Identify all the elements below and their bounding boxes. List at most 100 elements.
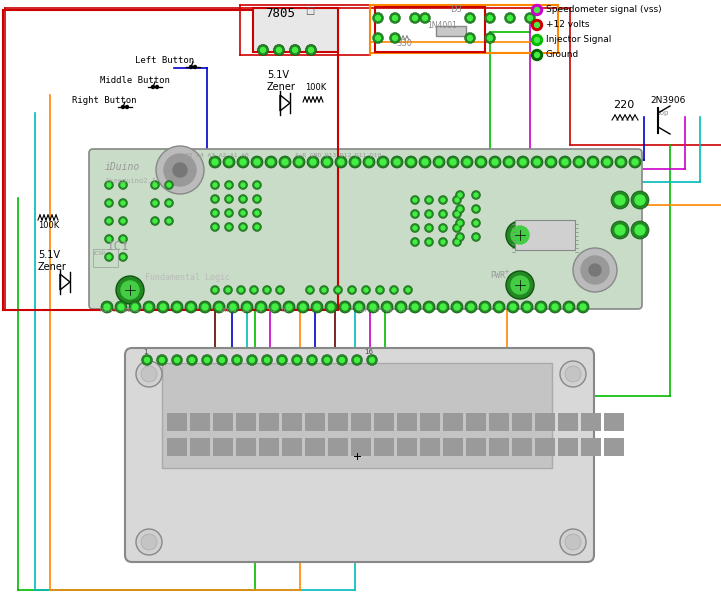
Circle shape <box>456 205 464 214</box>
Circle shape <box>258 304 264 310</box>
Circle shape <box>239 194 247 203</box>
Circle shape <box>455 212 459 216</box>
Circle shape <box>384 304 390 310</box>
Circle shape <box>534 22 539 28</box>
Bar <box>489 438 509 456</box>
Circle shape <box>413 240 417 244</box>
Circle shape <box>107 255 111 259</box>
Circle shape <box>482 304 488 310</box>
Circle shape <box>213 211 217 215</box>
Bar <box>213 438 233 456</box>
Circle shape <box>423 16 428 20</box>
Circle shape <box>199 301 211 313</box>
Circle shape <box>269 301 281 313</box>
Circle shape <box>164 199 174 208</box>
Text: Injector Signal: Injector Signal <box>546 35 611 44</box>
Circle shape <box>589 264 601 276</box>
Circle shape <box>219 358 224 362</box>
Circle shape <box>262 355 273 365</box>
Circle shape <box>503 156 515 168</box>
Text: Zener: Zener <box>267 82 296 92</box>
Circle shape <box>265 156 277 168</box>
Circle shape <box>224 223 234 232</box>
Text: 100K: 100K <box>38 221 59 230</box>
Circle shape <box>224 181 234 190</box>
Circle shape <box>223 156 235 168</box>
Circle shape <box>239 181 247 190</box>
Circle shape <box>410 196 420 205</box>
Text: Fundamental Logic: Fundamental Logic <box>145 273 230 282</box>
Circle shape <box>272 304 278 310</box>
Bar <box>375 7 485 52</box>
Circle shape <box>216 355 228 365</box>
Circle shape <box>406 288 410 292</box>
Circle shape <box>240 159 246 165</box>
Circle shape <box>433 156 445 168</box>
Circle shape <box>412 304 418 310</box>
Circle shape <box>511 226 529 244</box>
Circle shape <box>395 301 407 313</box>
Circle shape <box>389 13 400 23</box>
FancyBboxPatch shape <box>125 348 594 562</box>
Circle shape <box>132 304 138 310</box>
Circle shape <box>224 194 234 203</box>
Circle shape <box>392 288 396 292</box>
Circle shape <box>167 219 171 223</box>
Circle shape <box>324 159 330 165</box>
Text: D4' D5' D6' D7': D4' D5' D6' D7' <box>360 308 409 313</box>
Circle shape <box>447 156 459 168</box>
Circle shape <box>451 301 463 313</box>
Circle shape <box>355 358 360 362</box>
Circle shape <box>255 197 259 201</box>
Circle shape <box>213 225 217 229</box>
Circle shape <box>381 301 393 313</box>
Circle shape <box>230 304 236 310</box>
Circle shape <box>211 286 219 295</box>
Circle shape <box>391 156 403 168</box>
Circle shape <box>450 159 456 165</box>
Circle shape <box>632 159 638 165</box>
Circle shape <box>563 301 575 313</box>
Circle shape <box>291 355 303 365</box>
Circle shape <box>107 201 111 205</box>
Text: 1N4001: 1N4001 <box>427 21 457 30</box>
Circle shape <box>153 201 157 205</box>
Circle shape <box>455 226 459 230</box>
Bar <box>213 413 233 431</box>
Circle shape <box>489 156 501 168</box>
Circle shape <box>213 197 217 201</box>
Circle shape <box>337 355 348 365</box>
Circle shape <box>227 183 231 187</box>
Text: +: + <box>120 239 127 248</box>
Circle shape <box>413 198 417 202</box>
Circle shape <box>635 225 645 235</box>
Circle shape <box>339 301 351 313</box>
Circle shape <box>413 226 417 230</box>
Circle shape <box>322 355 332 365</box>
Circle shape <box>615 195 625 205</box>
Circle shape <box>453 223 461 232</box>
Circle shape <box>143 301 155 313</box>
Circle shape <box>121 255 125 259</box>
Circle shape <box>279 156 291 168</box>
Bar <box>374 438 394 456</box>
Circle shape <box>227 225 231 229</box>
Text: D3: D3 <box>450 5 462 14</box>
Circle shape <box>202 304 208 310</box>
Circle shape <box>458 207 462 211</box>
Circle shape <box>356 304 362 310</box>
Text: Speedometer signal (vss): Speedometer signal (vss) <box>546 5 662 14</box>
Bar <box>162 363 552 468</box>
Circle shape <box>280 358 285 362</box>
Circle shape <box>306 355 317 365</box>
Circle shape <box>389 32 400 43</box>
Bar <box>604 413 624 431</box>
Bar <box>236 413 256 431</box>
Circle shape <box>151 85 154 88</box>
Text: 16: 16 <box>364 349 373 355</box>
Circle shape <box>573 156 585 168</box>
Circle shape <box>425 209 433 218</box>
Circle shape <box>293 156 305 168</box>
Circle shape <box>562 159 568 165</box>
Circle shape <box>172 355 182 365</box>
